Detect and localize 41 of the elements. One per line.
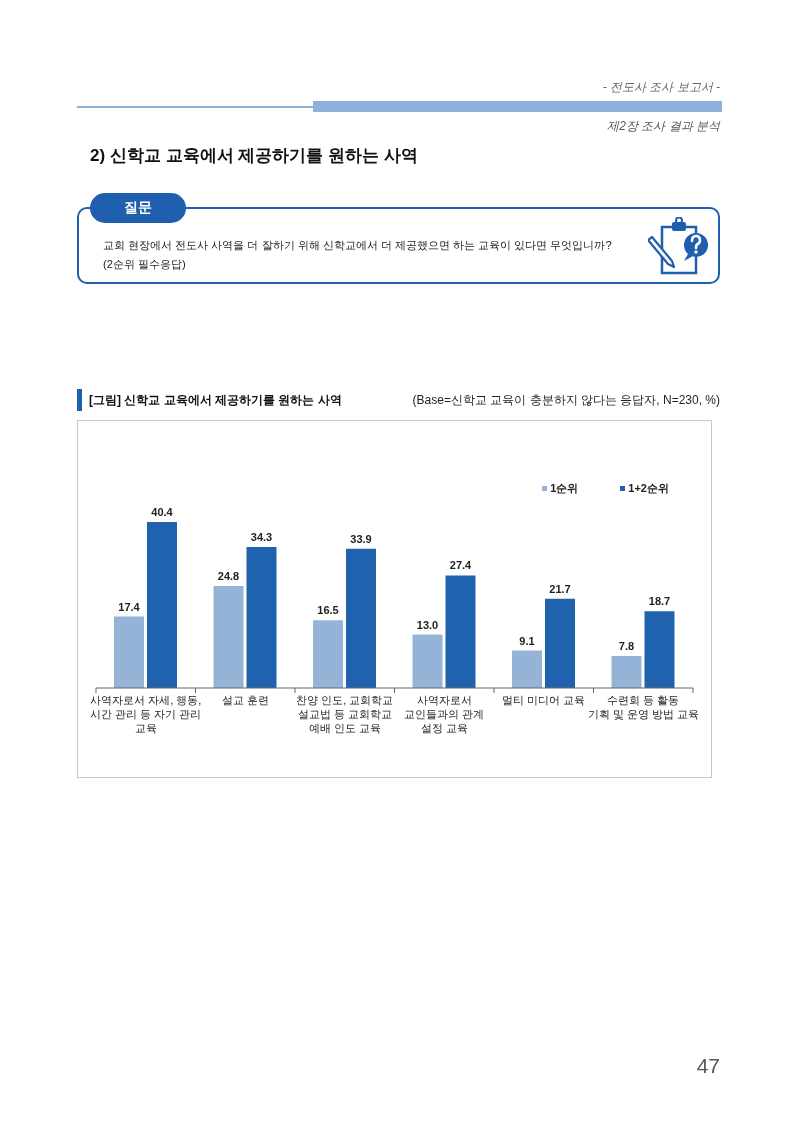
text: 제2장 조사 결과 분석	[607, 119, 720, 134]
data-label: 21.7	[549, 582, 571, 595]
bar	[114, 616, 144, 688]
legend-label: 1+2순위	[628, 481, 669, 496]
bar	[545, 598, 575, 688]
chart-title: [그림] 신학교 교육에서 제공하기를 원하는 사역	[89, 392, 342, 409]
bar	[512, 650, 542, 688]
x-tick-label: 설교 훈련	[221, 694, 269, 706]
text: (2순위 필수응답)	[103, 258, 186, 272]
data-label: 34.3	[250, 531, 273, 544]
x-tick-label: 사역자로서 교인들과의 관계 설정 교육	[404, 694, 485, 734]
text: - 전도사 조사 보고서 -	[602, 80, 720, 95]
bar	[644, 611, 675, 688]
text: 교회 현장에서 전도사 사역을 더 잘하기 위해 신학교에서 더 제공했으면 하는 교육이 있다면 무엇입니까?	[103, 239, 612, 253]
x-tick-label: 멀티 미디어 교육	[502, 694, 586, 706]
data-label: 17.4	[118, 600, 141, 613]
bar	[445, 575, 476, 688]
bar	[412, 634, 443, 688]
text: 47	[696, 1053, 720, 1079]
data-label: 7.8	[618, 639, 635, 652]
data-label: 27.4	[449, 559, 473, 572]
x-tick-label: 찬양 인도, 교회학교 설교법 등 교회학교 예배 인도 교육	[296, 694, 394, 734]
bar	[346, 548, 376, 688]
bar	[213, 586, 244, 688]
data-label: 40.4	[151, 506, 174, 518]
data-label: 18.7	[648, 595, 671, 608]
bar	[246, 547, 277, 688]
text: 2) 신학교 교육에서 제공하기를 원하는 사역	[90, 146, 418, 167]
data-label: 24.8	[217, 570, 240, 583]
bar	[611, 655, 642, 688]
data-label: 9.1	[519, 634, 535, 647]
data-label: 13.0	[416, 618, 439, 631]
x-tick-label: 사역자로서 자세, 행동, 시간 관리 등 자기 관리 교육	[90, 694, 202, 734]
data-label: 16.5	[317, 604, 339, 617]
x-tick-label: 수련회 등 활동 기획 및 운영 방법 교육	[587, 694, 699, 720]
chart-subtitle: (Base=신학교 교육이 충분하지 않다는 응답자, N=230, %)	[412, 392, 720, 409]
data-label: 33.9	[350, 532, 372, 545]
bar	[313, 620, 343, 688]
bar	[147, 522, 177, 688]
legend-label: 1순위	[550, 481, 579, 496]
text: 질문	[123, 199, 153, 216]
